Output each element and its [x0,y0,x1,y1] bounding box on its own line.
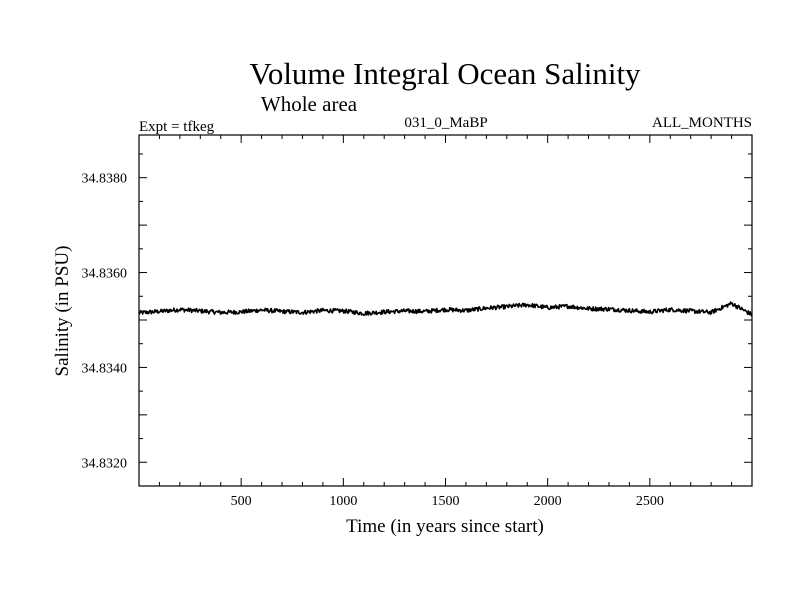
salinity-series-line [138,301,753,317]
tick-labels: 500 1000 1500 2000 2500 34.8320 34.8340 34.8360… [82,172,664,509]
series-lines [138,301,753,317]
x-tick-label: 2000 [534,494,562,509]
x-tick-label: 1000 [329,494,357,509]
y-axis-label: Salinity (in PSU) [52,246,73,377]
period-label: 031_0_MaBP [404,115,487,131]
x-tick-label: 2500 [636,494,664,509]
x-axis-label: Time (in years since start) [346,516,544,537]
y-tick-label: 34.8360 [82,267,128,282]
y-tick-label: 34.8320 [82,456,128,471]
chart-title: Volume Integral Ocean Salinity [249,56,641,91]
x-tick-label: 1500 [432,494,460,509]
months-label: ALL_MONTHS [652,115,752,131]
x-tick-label: 500 [231,494,252,509]
axis-ticks [139,135,752,487]
chart-subtitle: Whole area [261,92,358,116]
y-tick-label: 34.8380 [82,172,128,187]
y-tick-label: 34.8340 [82,361,128,376]
experiment-label: Expt = tfkeg [139,119,215,135]
